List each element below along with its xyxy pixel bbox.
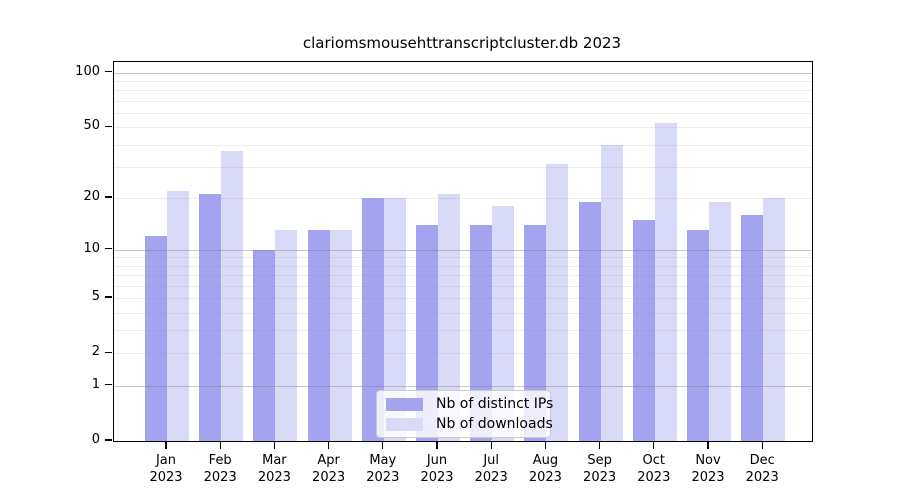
gridline-major-10 (114, 249, 812, 251)
bar-feb-downloads (221, 150, 244, 441)
x-axis-tick-label: Sep 2023 (583, 453, 617, 485)
x-tick-mark-aug (544, 441, 547, 449)
x-tick-mark-jun (436, 441, 438, 449)
legend-swatch-distinct-ips (386, 397, 423, 411)
y-axis-tick-label: 1 (91, 376, 100, 392)
bar-jan-downloads (167, 190, 189, 441)
x-axis-tick-label: Jul 2023 (474, 453, 508, 485)
x-tick-mark-jan (165, 441, 167, 449)
x-tick-mark-may (382, 441, 384, 449)
gridline-minor-70 (114, 100, 812, 102)
gridline-minor-60 (114, 112, 812, 114)
bar-nov-downloads (709, 201, 731, 441)
x-axis-tick-label: Jun 2023 (420, 453, 454, 485)
y-axis-tick-label: 10 (83, 240, 100, 256)
legend-label-downloads: Nb of downloads (436, 416, 553, 432)
x-axis-tick-label: May 2023 (366, 453, 400, 485)
bar-jun-distinct-ips (416, 224, 438, 441)
bar-nov-distinct-ips (687, 230, 709, 441)
y-axis-tick-label: 2 (91, 344, 100, 360)
y-tick-mark-50 (105, 125, 112, 127)
gridline-major-1 (114, 385, 812, 387)
x-axis-tick-label: Aug 2023 (528, 453, 562, 485)
x-tick-mark-dec (761, 441, 763, 449)
bar-sep-downloads (600, 144, 623, 441)
gridline-minor-50 (114, 127, 812, 129)
bar-apr-downloads (329, 230, 352, 441)
legend-label-distinct-ips: Nb of distinct IPs (436, 396, 554, 412)
legend-swatch-downloads (386, 417, 423, 431)
gridline-minor-20 (114, 198, 812, 199)
x-axis-tick-label: Dec 2023 (745, 453, 779, 485)
x-axis-tick-label: Mar 2023 (257, 453, 291, 485)
gridline-minor-3 (114, 330, 812, 332)
y-tick-mark-5 (105, 296, 112, 298)
x-axis-tick-label: Apr 2023 (312, 453, 346, 485)
y-axis-tick-label: 5 (91, 289, 100, 304)
bar-mar-downloads (275, 230, 298, 441)
x-axis-tick-label: Feb 2023 (203, 453, 237, 485)
y-tick-mark-10 (105, 247, 112, 250)
y-axis-tick-label: 0 (91, 432, 100, 447)
x-axis-tick-label: Jan 2023 (149, 453, 183, 485)
x-tick-mark-mar (273, 441, 276, 449)
y-tick-mark-2 (105, 351, 112, 353)
y-axis-tick-label: 100 (75, 63, 100, 79)
bar-apr-distinct-ips (307, 230, 330, 441)
gridline-minor-8 (114, 265, 812, 267)
y-tick-mark-0 (105, 439, 112, 441)
x-tick-mark-jul (490, 441, 492, 449)
gridline-minor-9 (114, 257, 812, 259)
y-axis-tick-label: 20 (83, 189, 100, 204)
gridline-minor-90 (114, 81, 812, 82)
gridline-minor-4 (114, 312, 812, 314)
gridline-minor-7 (114, 275, 812, 277)
bar-oct-distinct-ips (632, 219, 655, 441)
legend-item-downloads: Nb of downloads (386, 416, 553, 432)
bar-mar-distinct-ips (253, 249, 276, 441)
gridline-minor-5 (114, 298, 812, 299)
y-tick-mark-20 (105, 196, 112, 198)
legend: Nb of distinct IPs Nb of downloads (376, 390, 553, 438)
bar-jul-downloads (492, 206, 515, 441)
x-tick-mark-nov (707, 441, 709, 449)
plot-area (113, 61, 813, 442)
y-tick-mark-1 (105, 384, 112, 386)
x-tick-mark-sep (598, 441, 601, 449)
x-axis-tick-label: Oct 2023 (637, 453, 671, 485)
bar-jan-distinct-ips (145, 236, 167, 441)
gridline-minor-30 (114, 167, 812, 168)
gridline-minor-40 (114, 144, 812, 146)
bar-dec-distinct-ips (741, 214, 764, 441)
x-tick-mark-apr (327, 441, 330, 449)
chart-title: clariomsmousehttranscriptcluster.db 2023 (302, 34, 622, 52)
bar-aug-downloads (546, 164, 569, 441)
gridline-major-100 (114, 72, 812, 74)
x-axis-tick-label: Nov 2023 (691, 453, 725, 485)
bar-dec-downloads (763, 198, 786, 441)
bar-may-downloads (383, 198, 406, 441)
bar-may-distinct-ips (361, 198, 384, 441)
y-tick-mark-100 (105, 71, 112, 73)
gridline-minor-2 (114, 353, 812, 355)
y-axis-tick-label: 50 (83, 118, 100, 134)
bar-jul-distinct-ips (470, 224, 493, 441)
gridline-minor-80 (114, 90, 812, 92)
bar-aug-distinct-ips (524, 224, 547, 441)
bar-sep-distinct-ips (578, 201, 601, 441)
legend-item-distinct-ips: Nb of distinct IPs (386, 396, 553, 412)
bar-jun-downloads (438, 194, 460, 441)
x-tick-mark-feb (219, 441, 221, 449)
bar-oct-downloads (654, 122, 677, 441)
gridline-minor-6 (114, 285, 812, 287)
x-tick-mark-oct (653, 441, 655, 449)
bar-feb-distinct-ips (199, 194, 222, 441)
